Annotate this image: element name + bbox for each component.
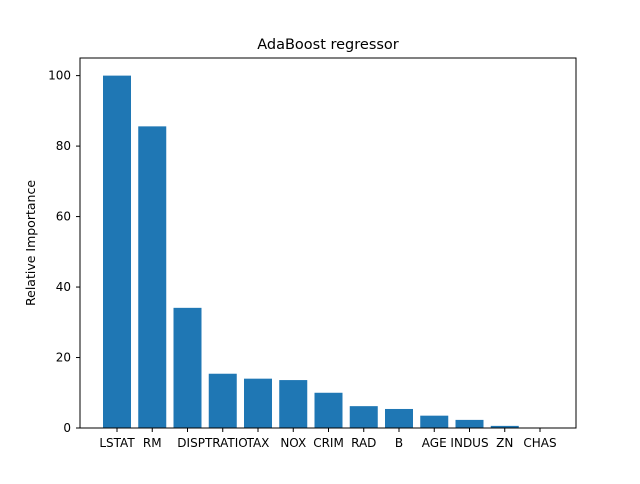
y-axis-ticks: 0 20 40 60 80 100 (48, 69, 80, 435)
bar-ptratio (208, 373, 237, 428)
x-tick-label: CHAS (523, 436, 556, 450)
x-tick-label: INDUS (450, 436, 488, 450)
y-tick-label: 60 (56, 210, 71, 224)
bar-indus (455, 419, 484, 428)
x-tick-label: DIS (177, 436, 197, 450)
x-tick-label: NOX (280, 436, 306, 450)
x-tick-label: RM (143, 436, 162, 450)
bar-lstat (103, 75, 131, 428)
bar-crim (314, 392, 343, 428)
y-tick-label: 80 (56, 139, 71, 153)
y-axis-label: Relative Importance (23, 180, 38, 306)
bar-dis (173, 307, 202, 428)
x-tick-label: RAD (351, 436, 376, 450)
x-tick-label: PTRATIO (198, 436, 248, 450)
x-tick-label: ZN (496, 436, 513, 450)
y-tick-label: 40 (56, 280, 71, 294)
y-tick-label: 20 (56, 351, 71, 365)
bar-nox (279, 380, 308, 428)
x-tick-label: B (395, 436, 403, 450)
x-tick-label: AGE (422, 436, 447, 450)
x-tick-label: LSTAT (99, 436, 135, 450)
bar-zn (490, 425, 519, 428)
y-tick-label: 100 (48, 69, 71, 83)
chart-title: AdaBoost regressor (257, 37, 399, 53)
bar-tax (244, 378, 272, 428)
y-tick-label: 0 (63, 421, 71, 435)
bars-group (103, 75, 519, 428)
bar-rm (138, 126, 167, 428)
bar-age (420, 415, 449, 428)
x-tick-label: CRIM (313, 436, 344, 450)
x-tick-label: TAX (246, 436, 270, 450)
axes-frame (79, 57, 577, 429)
bar-rad (349, 406, 378, 428)
bar-b (385, 408, 413, 428)
